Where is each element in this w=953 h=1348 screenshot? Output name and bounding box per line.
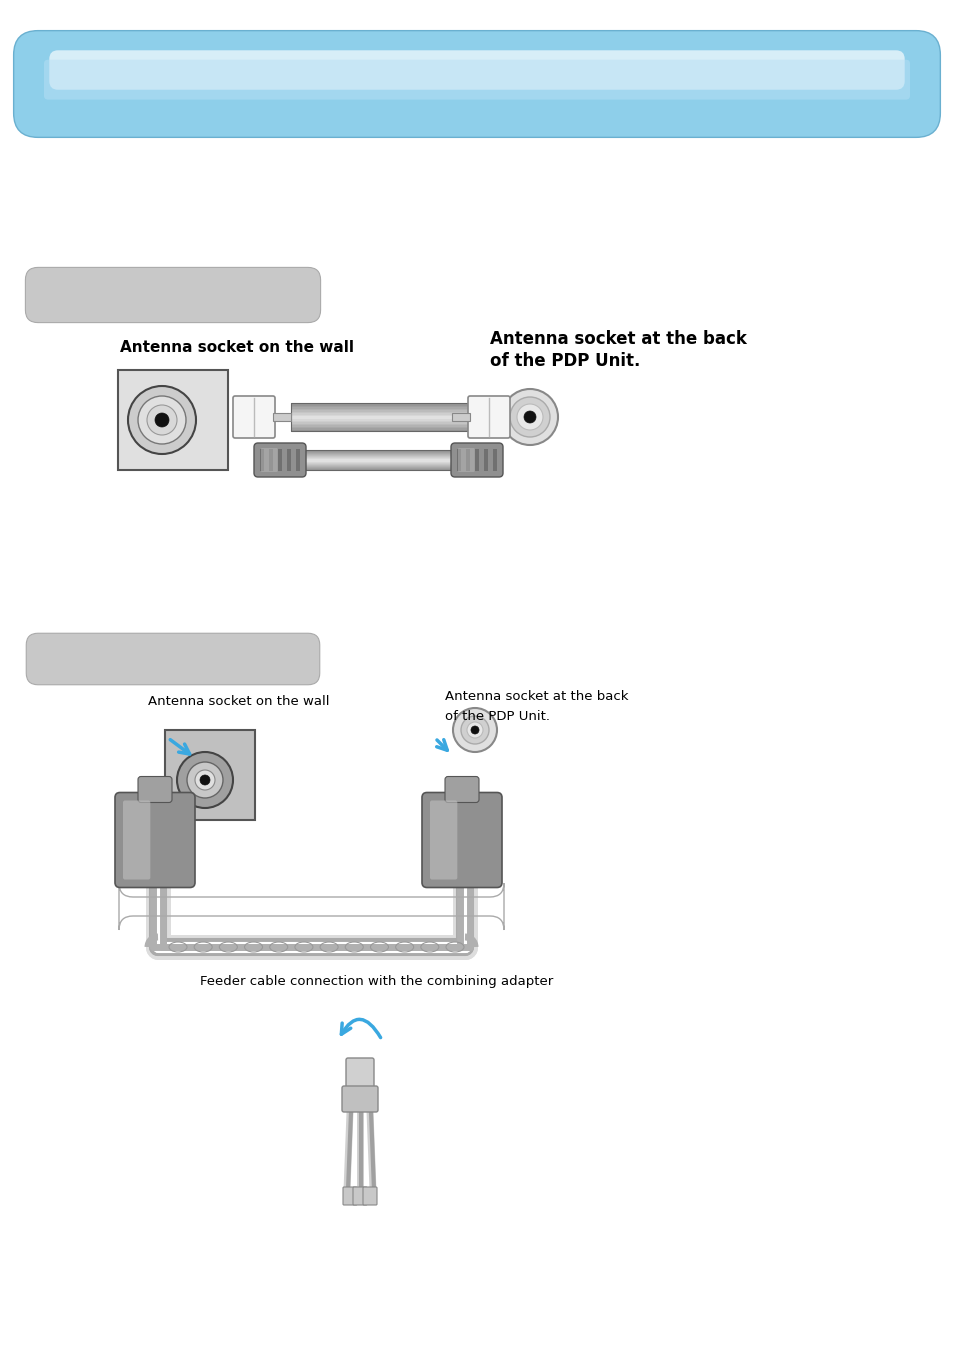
FancyBboxPatch shape: [27, 634, 319, 685]
FancyBboxPatch shape: [363, 1188, 376, 1205]
Bar: [291, 430, 470, 431]
Circle shape: [501, 390, 558, 445]
Text: Antenna socket at the back: Antenna socket at the back: [444, 690, 628, 704]
Text: Antenna socket on the wall: Antenna socket on the wall: [120, 340, 354, 355]
Circle shape: [460, 716, 489, 744]
Bar: [291, 431, 470, 433]
Bar: [295, 449, 299, 470]
Bar: [291, 412, 470, 414]
FancyBboxPatch shape: [26, 267, 320, 322]
Bar: [291, 417, 470, 418]
Bar: [452, 412, 470, 421]
Circle shape: [128, 386, 195, 454]
Circle shape: [467, 723, 482, 737]
FancyBboxPatch shape: [346, 1058, 374, 1092]
Bar: [291, 410, 470, 412]
FancyBboxPatch shape: [123, 801, 151, 879]
Bar: [493, 449, 497, 470]
FancyBboxPatch shape: [341, 1086, 377, 1112]
FancyBboxPatch shape: [457, 448, 475, 472]
Bar: [456, 449, 460, 470]
Circle shape: [154, 412, 169, 427]
Circle shape: [510, 398, 550, 437]
Bar: [291, 404, 470, 406]
Circle shape: [200, 775, 210, 785]
Circle shape: [517, 404, 542, 430]
Text: Feeder cable connection with the combining adapter: Feeder cable connection with the combini…: [200, 975, 553, 988]
FancyBboxPatch shape: [138, 776, 172, 802]
Bar: [291, 421, 470, 422]
Text: Antenna socket at the back: Antenna socket at the back: [490, 330, 746, 348]
Bar: [291, 414, 470, 415]
Bar: [291, 415, 470, 417]
Text: Antenna socket on the wall: Antenna socket on the wall: [148, 696, 329, 708]
Circle shape: [177, 752, 233, 807]
Text: of the PDP Unit.: of the PDP Unit.: [490, 352, 639, 369]
Circle shape: [138, 396, 186, 443]
Bar: [291, 407, 470, 408]
Bar: [291, 429, 470, 430]
FancyBboxPatch shape: [444, 776, 478, 802]
Circle shape: [523, 411, 536, 423]
FancyBboxPatch shape: [343, 1188, 356, 1205]
FancyBboxPatch shape: [115, 793, 194, 887]
Bar: [118, 369, 228, 470]
Bar: [291, 423, 470, 425]
Bar: [475, 449, 478, 470]
Circle shape: [187, 762, 223, 798]
Circle shape: [453, 708, 497, 752]
FancyBboxPatch shape: [253, 443, 306, 477]
Bar: [287, 449, 291, 470]
Bar: [465, 449, 470, 470]
Bar: [291, 406, 470, 407]
FancyBboxPatch shape: [13, 31, 940, 137]
FancyBboxPatch shape: [44, 59, 909, 100]
FancyBboxPatch shape: [50, 50, 903, 90]
Bar: [305, 450, 452, 470]
Bar: [291, 418, 470, 419]
FancyBboxPatch shape: [37, 109, 916, 133]
FancyBboxPatch shape: [233, 396, 274, 438]
FancyBboxPatch shape: [261, 448, 277, 472]
Bar: [165, 731, 254, 820]
FancyBboxPatch shape: [468, 396, 510, 438]
FancyBboxPatch shape: [451, 443, 502, 477]
Bar: [260, 449, 264, 470]
Bar: [291, 425, 470, 426]
Circle shape: [147, 404, 177, 435]
Bar: [269, 449, 273, 470]
Bar: [291, 419, 470, 421]
Circle shape: [471, 727, 478, 735]
FancyBboxPatch shape: [421, 793, 501, 887]
Text: of the PDP Unit.: of the PDP Unit.: [444, 710, 550, 723]
Bar: [291, 426, 470, 429]
Bar: [291, 408, 470, 410]
Bar: [291, 403, 470, 404]
FancyBboxPatch shape: [430, 801, 456, 879]
FancyBboxPatch shape: [353, 1188, 367, 1205]
Bar: [291, 403, 470, 431]
Circle shape: [194, 770, 214, 790]
Bar: [483, 449, 488, 470]
Bar: [273, 412, 291, 421]
Bar: [277, 449, 282, 470]
Bar: [291, 422, 470, 423]
